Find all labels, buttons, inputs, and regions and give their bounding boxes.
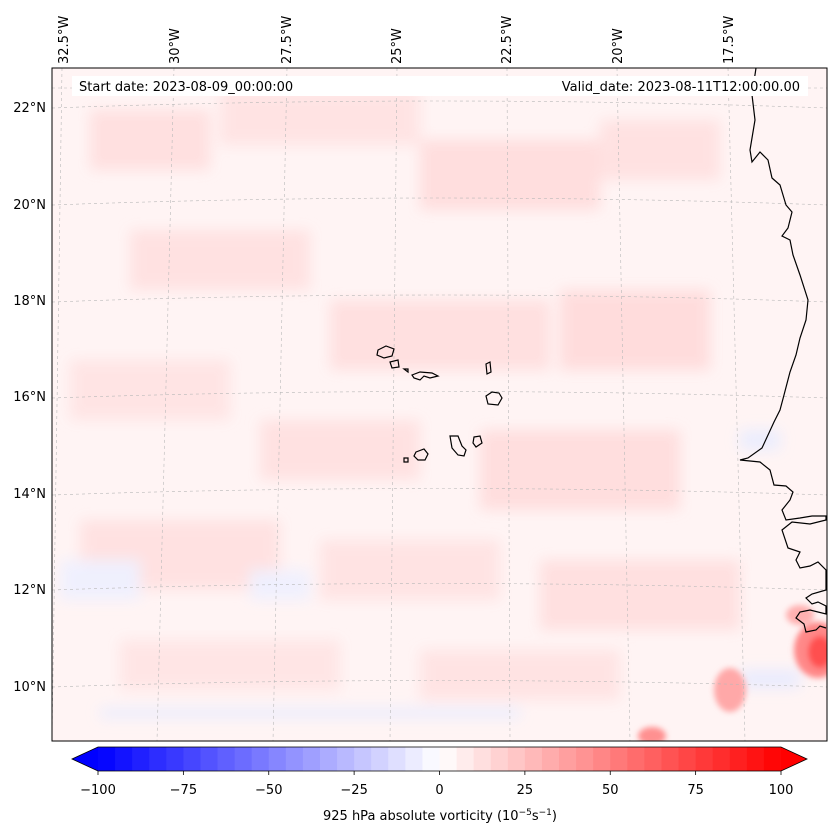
colorbar-segment	[473, 747, 492, 771]
colorbar-segments	[72, 747, 807, 771]
africa-coastline	[739, 67, 827, 633]
map-frame	[51, 67, 828, 742]
colorbar-segment	[132, 747, 150, 771]
colorbar-ticks: −100 −75 −50 −25 0 25 50 75 100	[80, 771, 793, 798]
colorbar-segment	[115, 747, 133, 771]
lon-tick-label: 17.5°W	[722, 16, 737, 64]
lon-tick-label: 25°W	[390, 28, 405, 64]
colorbar-segment	[456, 747, 475, 771]
colorbar-title: 925 hPa absolute vorticity (10−5s−1)	[323, 808, 557, 824]
lat-tick-label: 14°N	[13, 487, 46, 502]
lon-tick-label: 22.5°W	[500, 16, 515, 64]
colorbar-segment	[729, 747, 748, 771]
colorbar-segment	[422, 747, 441, 771]
colorbar-min-extend	[72, 747, 98, 771]
colorbar-segment	[678, 747, 697, 771]
colorbar-segment	[593, 747, 611, 771]
colorbar-segment	[661, 747, 680, 771]
valid-date-label: Valid_date: 2023-08-11T12:00:00.00	[562, 80, 800, 95]
start-date-label: Start date: 2023-08-09_00:00:00	[79, 80, 293, 95]
lat-tick-label: 22°N	[13, 101, 46, 116]
colorbar-segment	[200, 747, 219, 771]
latitude-tick-labels: 22°N 20°N 18°N 16°N 14°N 12°N 10°N	[13, 101, 46, 695]
colorbar-segment	[166, 747, 184, 771]
colorbar-max-extend	[781, 747, 807, 771]
colorbar-segment	[234, 747, 253, 771]
colorbar: −100 −75 −50 −25 0 25 50 75 100 925 hPa absolute…	[71, 746, 808, 824]
lat-tick-label: 10°N	[13, 680, 46, 695]
colorbar-segment	[251, 747, 270, 771]
santiago-island	[449, 435, 467, 457]
colorbar-tick-label: 75	[687, 783, 704, 798]
sao-vicente-island	[389, 359, 400, 369]
colorbar-segment	[183, 747, 202, 771]
colorbar-segment	[610, 747, 628, 771]
colorbar-segment	[439, 747, 458, 771]
colorbar-tick-label: −50	[255, 783, 282, 798]
colorbar-segment	[644, 747, 663, 771]
colorbar-segment	[337, 747, 355, 771]
colorbar-tick-label: −100	[80, 783, 116, 798]
colorbar-segment	[490, 747, 509, 771]
lon-tick-label: 27.5°W	[280, 16, 295, 64]
colorbar-tick-label: −75	[170, 783, 197, 798]
boa-vista-island	[485, 391, 503, 406]
date-header-box	[72, 76, 808, 96]
colorbar-segment	[268, 747, 287, 771]
graticule	[52, 68, 827, 741]
colorbar-segment	[507, 747, 526, 771]
colorbar-segment	[354, 747, 372, 771]
brava-island	[403, 457, 409, 463]
colorbar-tick-label: 50	[602, 783, 619, 798]
lon-tick-label: 20°W	[611, 28, 626, 64]
santo-antao-island	[376, 345, 395, 359]
lat-tick-label: 16°N	[13, 390, 46, 405]
longitude-tick-labels: 32.5°W 30°W 27.5°W 25°W 22.5°W 20°W 17.5…	[57, 16, 737, 64]
sao-nicolau-island	[411, 371, 440, 381]
colorbar-tick-label: 100	[769, 783, 794, 798]
lat-tick-label: 18°N	[13, 294, 46, 309]
colorbar-segment	[371, 747, 389, 771]
lon-tick-label: 32.5°W	[57, 16, 72, 64]
santa-luzia-island	[402, 368, 409, 374]
colorbar-tick-label: 25	[517, 783, 534, 798]
colorbar-segment	[405, 747, 424, 771]
colorbar-segment	[524, 747, 543, 771]
colorbar-segment	[576, 747, 594, 771]
lat-tick-label: 12°N	[13, 583, 46, 598]
colorbar-segment	[763, 747, 782, 771]
colorbar-segment	[388, 747, 406, 771]
colorbar-segment	[319, 747, 338, 771]
maio-island	[472, 435, 483, 448]
colorbar-segment	[302, 747, 321, 771]
sal-island	[485, 361, 492, 375]
colorbar-segment	[695, 747, 714, 771]
colorbar-segment	[559, 747, 577, 771]
fogo-island	[413, 448, 429, 461]
lat-tick-label: 20°N	[13, 198, 46, 213]
colorbar-segment	[712, 747, 731, 771]
colorbar-segment	[627, 747, 645, 771]
colorbar-segment	[98, 747, 116, 771]
colorbar-segment	[541, 747, 560, 771]
colorbar-segment	[746, 747, 765, 771]
colorbar-tick-label: 0	[435, 783, 443, 798]
colorbar-segment	[285, 747, 304, 771]
lon-tick-label: 30°W	[168, 28, 183, 64]
colorbar-tick-label: −25	[340, 783, 367, 798]
map-panel: Start date: 2023-08-09_00:00:00 Valid_da…	[51, 67, 828, 742]
colorbar-segment	[149, 747, 167, 771]
vorticity-field	[60, 90, 827, 741]
colorbar-segment	[217, 747, 236, 771]
coastlines	[376, 67, 827, 633]
